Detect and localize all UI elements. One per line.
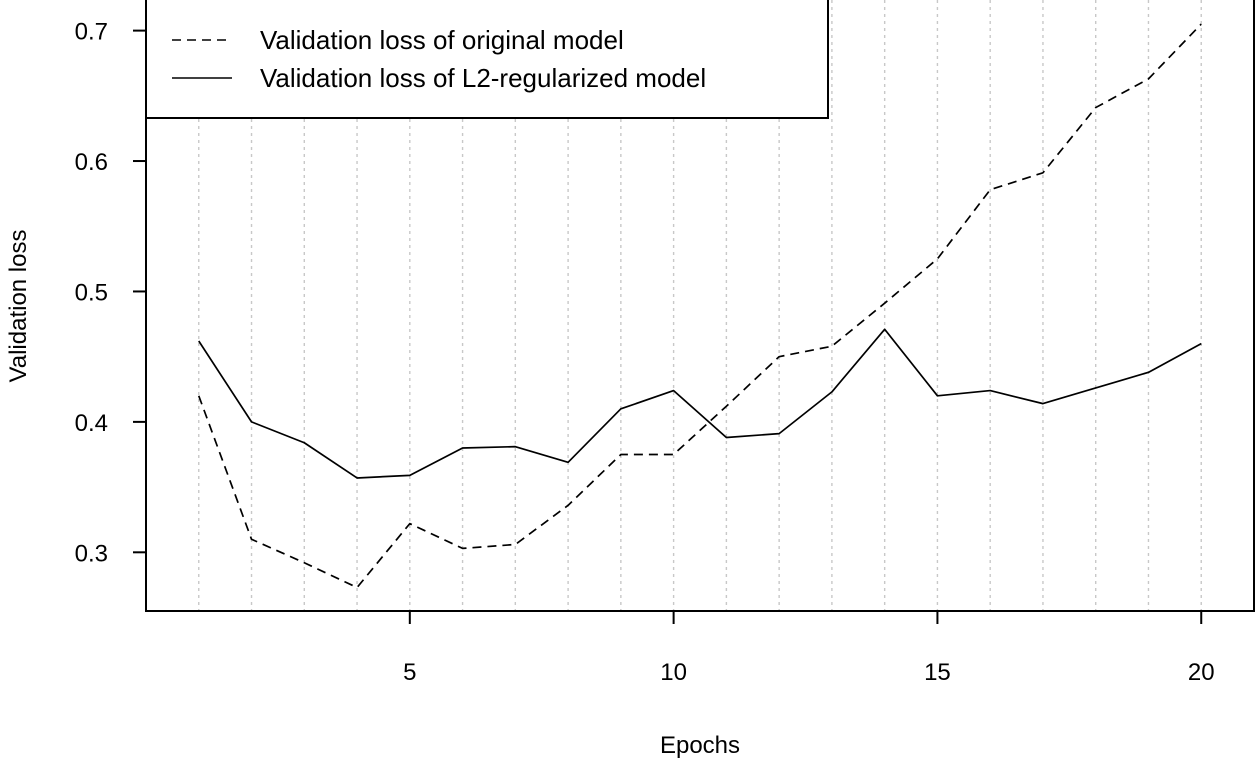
x-tick-label: 15 — [924, 659, 951, 686]
legend-label-original: Validation loss of original model — [260, 25, 624, 55]
series-line-original — [197, 23, 1202, 589]
y-tick-label: 0.3 — [75, 540, 108, 567]
series-layer — [197, 23, 1202, 589]
legend-label-l2: Validation loss of L2-regularized model — [260, 63, 706, 93]
x-tick-label: 20 — [1188, 659, 1215, 686]
y-axis-title: Validation loss — [5, 230, 32, 383]
x-tick-label: 10 — [660, 659, 687, 686]
x-axis-title: Epochs — [660, 732, 740, 759]
y-tick-label: 0.5 — [75, 279, 108, 306]
legend-box — [145, 0, 829, 119]
series-line-l2 — [198, 328, 1202, 479]
y-tick-label: 0.6 — [75, 149, 108, 176]
plot-frame — [145, 0, 1255, 612]
x-axis: 5 10 15 20 — [403, 611, 1215, 686]
y-axis: 0.3 0.4 0.5 0.6 0.7 — [75, 19, 146, 567]
y-tick-label: 0.7 — [75, 19, 108, 46]
x-tick-label: 5 — [403, 659, 416, 686]
y-tick-label: 0.4 — [75, 410, 108, 437]
legend: Validation loss of original model Valida… — [145, 0, 829, 119]
